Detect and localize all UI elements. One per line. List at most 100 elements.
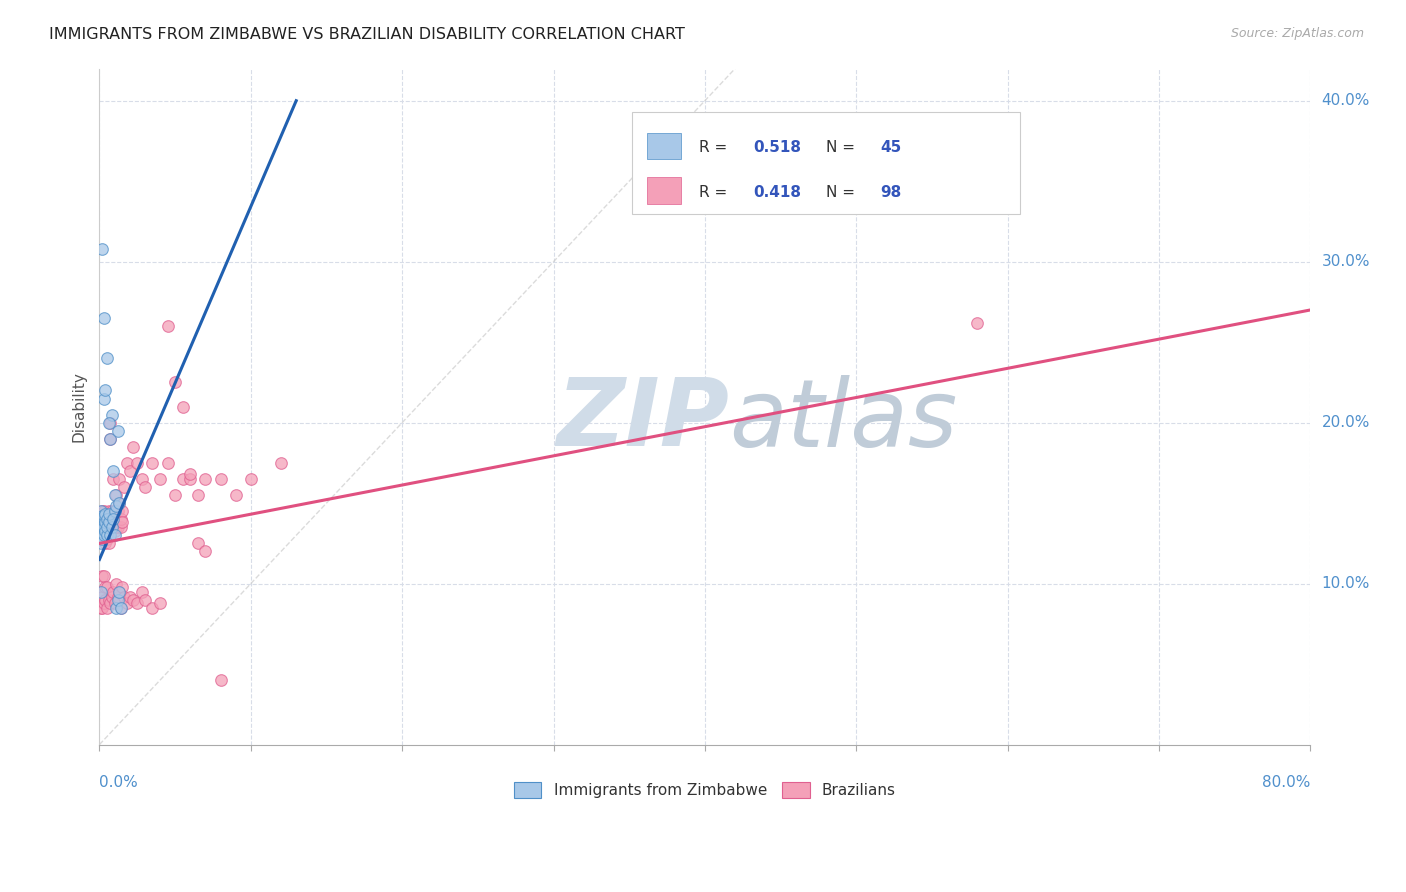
Point bbox=[94, 516, 117, 530]
Point bbox=[127, 456, 149, 470]
Point bbox=[107, 590, 129, 604]
Point bbox=[93, 508, 115, 523]
Point bbox=[90, 528, 112, 542]
Point bbox=[94, 536, 117, 550]
Point bbox=[91, 508, 114, 523]
Point bbox=[108, 584, 131, 599]
Point bbox=[105, 520, 128, 534]
Point bbox=[111, 516, 134, 530]
Point bbox=[134, 480, 156, 494]
Text: 10.0%: 10.0% bbox=[1322, 576, 1369, 591]
Text: 30.0%: 30.0% bbox=[1322, 254, 1369, 269]
Point bbox=[105, 576, 128, 591]
Point bbox=[187, 536, 209, 550]
Point bbox=[90, 520, 112, 534]
Point bbox=[121, 440, 143, 454]
Point bbox=[91, 524, 114, 538]
Text: R =: R = bbox=[699, 140, 733, 155]
Point bbox=[97, 508, 120, 522]
Point bbox=[225, 488, 247, 502]
Point bbox=[141, 456, 163, 470]
Point bbox=[105, 600, 128, 615]
Point bbox=[149, 472, 172, 486]
Point bbox=[91, 528, 114, 542]
Point bbox=[91, 504, 114, 518]
Point bbox=[96, 512, 118, 526]
Point bbox=[101, 516, 124, 530]
Point bbox=[179, 467, 201, 482]
Point bbox=[141, 600, 163, 615]
Point bbox=[121, 592, 143, 607]
Point bbox=[97, 504, 120, 518]
Point bbox=[97, 520, 120, 534]
Point bbox=[91, 242, 114, 256]
Point bbox=[165, 488, 187, 502]
Point bbox=[101, 512, 124, 526]
Point bbox=[91, 532, 114, 546]
Point bbox=[94, 528, 117, 542]
Point bbox=[165, 376, 187, 390]
Point bbox=[97, 592, 120, 607]
Point bbox=[96, 580, 118, 594]
Point bbox=[110, 520, 132, 534]
Point bbox=[93, 528, 115, 542]
Point bbox=[94, 384, 117, 398]
Point bbox=[112, 590, 135, 604]
Point bbox=[108, 496, 131, 510]
Point bbox=[101, 472, 124, 486]
Point bbox=[93, 596, 115, 610]
Point bbox=[107, 592, 129, 607]
Text: atlas: atlas bbox=[730, 375, 957, 466]
Point bbox=[127, 596, 149, 610]
Point bbox=[96, 532, 118, 546]
Point bbox=[118, 590, 141, 604]
Point bbox=[179, 472, 201, 486]
Point bbox=[100, 408, 122, 422]
Point bbox=[100, 504, 122, 518]
Point bbox=[149, 596, 172, 610]
Point bbox=[96, 520, 118, 534]
Point bbox=[100, 590, 122, 604]
Point bbox=[93, 520, 115, 534]
Point bbox=[111, 504, 134, 518]
Point bbox=[96, 516, 118, 530]
Point bbox=[96, 508, 118, 522]
Point bbox=[134, 592, 156, 607]
Point bbox=[90, 532, 112, 546]
Point bbox=[194, 472, 217, 486]
Point bbox=[101, 584, 124, 599]
Text: 45: 45 bbox=[880, 140, 901, 155]
Point bbox=[100, 520, 122, 534]
Legend: Immigrants from Zimbabwe, Brazilians: Immigrants from Zimbabwe, Brazilians bbox=[508, 776, 903, 805]
Point bbox=[93, 392, 115, 406]
Point bbox=[94, 524, 117, 538]
Point bbox=[90, 520, 112, 534]
Point bbox=[94, 580, 117, 594]
Point bbox=[91, 525, 114, 540]
Y-axis label: Disability: Disability bbox=[72, 371, 86, 442]
Point bbox=[110, 600, 132, 615]
Point bbox=[91, 512, 114, 526]
Text: N =: N = bbox=[825, 140, 860, 155]
Point bbox=[93, 504, 115, 518]
Point bbox=[93, 568, 115, 582]
Point bbox=[97, 536, 120, 550]
FancyBboxPatch shape bbox=[647, 133, 681, 159]
Point bbox=[100, 520, 122, 534]
Point bbox=[90, 512, 112, 526]
Point bbox=[90, 508, 112, 523]
Point bbox=[93, 525, 115, 540]
Text: N =: N = bbox=[825, 185, 860, 200]
Point bbox=[94, 520, 117, 534]
Point bbox=[93, 311, 115, 326]
Point bbox=[93, 516, 115, 530]
Point bbox=[115, 596, 138, 610]
Point bbox=[97, 516, 120, 530]
Point bbox=[103, 528, 125, 542]
Point bbox=[90, 516, 112, 530]
Point bbox=[105, 488, 128, 502]
Point bbox=[118, 464, 141, 478]
Point bbox=[91, 568, 114, 582]
Point bbox=[209, 472, 232, 486]
Point bbox=[90, 536, 112, 550]
